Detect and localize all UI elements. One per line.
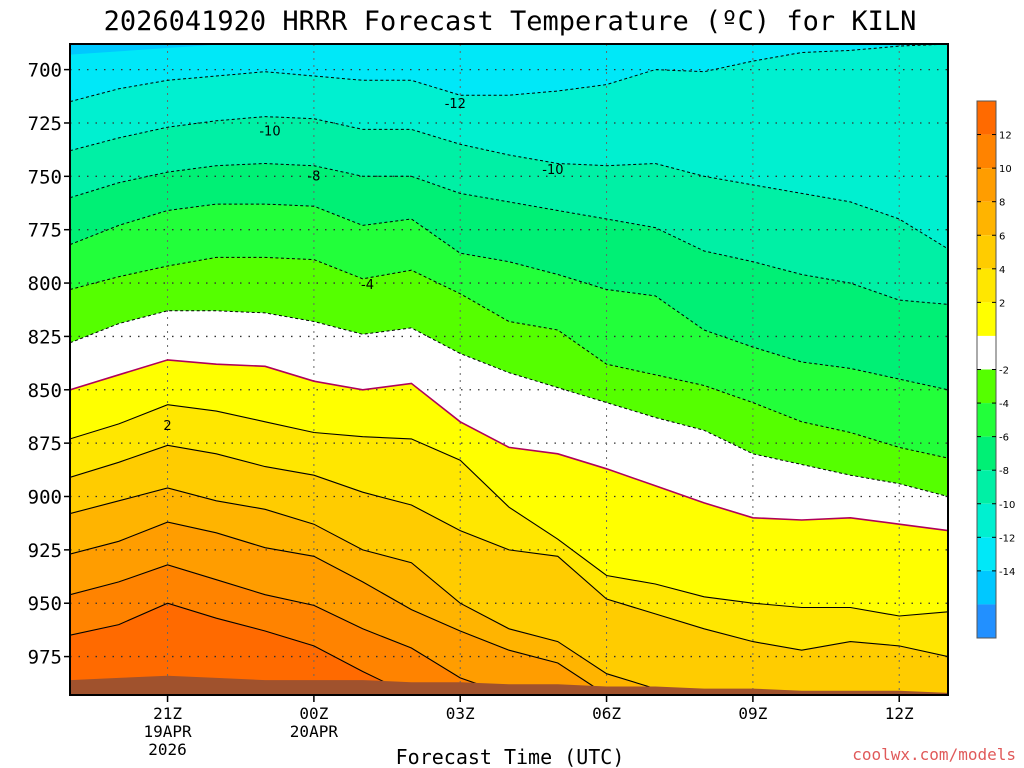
colorbar-tick-label-8: 8 (999, 198, 1005, 209)
fill-band--2-to-0 (70, 310, 948, 531)
ground-layer (70, 675, 948, 695)
y-tick-label-950: 950 (28, 593, 62, 615)
isotherm-4 (70, 444, 948, 658)
chart-title: 2026041920 HRRR Forecast Temperature (ºC… (104, 6, 917, 37)
colorbar-bin-0 (977, 302, 996, 336)
y-tick-label-825: 825 (28, 326, 62, 348)
y-tick-label-700: 700 (28, 60, 62, 82)
colorbar-tick-label--14: -14 (999, 567, 1015, 578)
colorbar-tick-label--6: -6 (999, 433, 1009, 444)
plot-area: -12 -10 -10 -8 -4 2 (70, 44, 948, 695)
x-tick-label-33-line0: 09Z (738, 704, 767, 723)
y-tick-label-750: 750 (28, 166, 62, 188)
contour-label-4: -4 (361, 278, 374, 293)
colorbar-bin-10 (977, 134, 996, 169)
isotherm-12 (70, 602, 948, 695)
colorbar-bin--16 (977, 570, 996, 605)
colorbar-tick-label-10: 10 (999, 164, 1012, 175)
colorbar-bin--4 (977, 369, 996, 404)
ground-surface (70, 675, 948, 695)
colorbar-tick-label-4: 4 (999, 265, 1005, 276)
fill-band-2-to-4 (70, 404, 948, 657)
fill-band--12-to--10 (70, 44, 948, 249)
fill-band--6-to--4 (70, 204, 948, 459)
x-tick-label-27-line0: 03Z (446, 704, 475, 723)
y-tick-label-850: 850 (28, 380, 62, 402)
colorbar-tick-label-6: 6 (999, 231, 1005, 242)
colorbar-tick-label--10: -10 (999, 500, 1015, 511)
plot-frame (69, 43, 949, 696)
colorbar-tick-label--12: -12 (999, 533, 1015, 544)
isotherm-10 (70, 564, 948, 695)
isotherm-0 (70, 359, 948, 532)
x-tick-label-24-line1: 20APR (290, 722, 339, 741)
contour-label-5: 2 (163, 419, 171, 434)
fill-band-8-to-10 (70, 522, 948, 695)
y-tick-label-775: 775 (28, 220, 62, 242)
colorbar-bin--14 (977, 537, 996, 571)
y-tick-label-875: 875 (28, 433, 62, 455)
fill-band--4-to--2 (70, 257, 948, 497)
colorbar-bin--8 (977, 436, 996, 471)
isotherm--8 (70, 162, 948, 305)
colorbar-bin--10 (977, 470, 996, 504)
x-tick-label-21-line2: 2026 (148, 740, 187, 759)
colorbar-tick-label--2: -2 (999, 366, 1009, 377)
contour-label-2: -10 (542, 163, 563, 178)
x-tick-label-36-line0: 12Z (885, 704, 914, 723)
contour-label-layer: -12 -10 -10 -8 -4 2 (163, 97, 563, 434)
colorbar-bin-2 (977, 268, 996, 303)
colorbar-tick-label--8: -8 (999, 466, 1009, 477)
fill-band-0-to-2 (70, 359, 948, 616)
fill-band--10-to--8 (70, 116, 948, 305)
x-tick-label-30-line0: 06Z (592, 704, 621, 723)
isotherm-8 (70, 521, 948, 695)
y-tick-label-800: 800 (28, 273, 62, 295)
x-tick-label-21-line1: 19APR (143, 722, 192, 741)
watermark: coolwx.com/models (852, 745, 1016, 764)
fill-band-10-to-12 (70, 564, 948, 695)
y-tick-label-925: 925 (28, 540, 62, 562)
colorbar-bin--6 (977, 403, 996, 437)
isotherm--12 (70, 44, 948, 103)
x-tick-label-21-line0: 21Z (153, 704, 182, 723)
colorbar-bin-12 (977, 101, 996, 135)
isotherm-2 (70, 404, 948, 617)
colorbar-bin-4 (977, 235, 996, 269)
fill-band-6-to-8 (70, 488, 948, 695)
isotherm-6 (70, 487, 948, 695)
fill-band-4-to-6 (70, 445, 948, 695)
y-axis: 700 725 750 775 800 825 850 875 900 925 950 975 (28, 60, 70, 669)
y-tick-label-900: 900 (28, 486, 62, 508)
colorbar-bin--2 (977, 335, 996, 370)
fill-band-minus-14-pocket (70, 44, 227, 55)
contour-label-1: -10 (259, 125, 280, 140)
contour-label-0: -12 (445, 97, 466, 112)
isotherm--10 (70, 116, 948, 250)
contour-label-3: -8 (307, 169, 320, 184)
fill-band-warmer-than-12 (70, 603, 948, 695)
colorbar-bin--18 (977, 604, 996, 638)
x-axis-label: Forecast Time (UTC) (396, 745, 625, 768)
colorbar-bin-6 (977, 201, 996, 236)
isotherm--4 (70, 256, 948, 459)
fill-band--8-to--6 (70, 163, 948, 390)
isotherm--2 (70, 310, 948, 497)
colorbar-tick-label-2: 2 (999, 298, 1005, 309)
colorbar-tick-label--4: -4 (999, 399, 1009, 410)
isotherm-layer (70, 44, 948, 695)
colorbar-tick-label-12: 12 (999, 131, 1012, 142)
grid-layer (70, 44, 948, 695)
y-tick-label-725: 725 (28, 113, 62, 135)
colorbar: 12 10 8 6 4 2 -2 -4 -6 -8 -10 -12 -14 (976, 100, 1015, 639)
colorbar-bin-8 (977, 168, 996, 202)
temperature-fill-layer (70, 44, 948, 695)
y-tick-label-975: 975 (28, 647, 62, 669)
x-tick-label-24-line0: 00Z (299, 704, 328, 723)
colorbar-bin--12 (977, 503, 996, 538)
